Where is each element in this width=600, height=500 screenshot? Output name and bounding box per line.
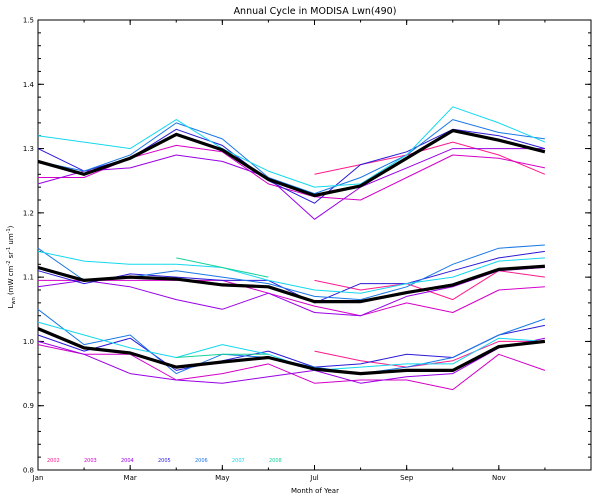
series-line bbox=[314, 141, 546, 175]
legend: 2002 2003 2004 2005 2006 2007 2008 bbox=[47, 458, 282, 464]
y-tick-label: 0.9 bbox=[23, 402, 34, 410]
y-axis-label-symbol: L bbox=[7, 304, 15, 308]
x-ticks: Jan Mar May Jul Sep Nov bbox=[32, 20, 592, 482]
y-tick-label: 1.5 bbox=[23, 17, 34, 25]
x-tick-label: Nov bbox=[492, 474, 506, 482]
series-line bbox=[37, 128, 546, 204]
x-tick-label: Jan bbox=[32, 474, 44, 482]
y-ticks: 0.8 0.9 1.0 1.1 1.2 1.3 1.4 1.5 bbox=[23, 17, 591, 475]
y-axis-label-units-sr: sr bbox=[7, 252, 15, 259]
series-line bbox=[37, 250, 545, 304]
x-axis-label: Month of Year bbox=[291, 487, 339, 495]
plot-frame bbox=[37, 19, 592, 471]
series-2003 bbox=[37, 144, 546, 391]
y-tick-label: 1.0 bbox=[23, 338, 34, 346]
series-line bbox=[37, 327, 546, 376]
chart-title: Annual Cycle in MODISA Lwn(490) bbox=[234, 6, 397, 17]
series-line bbox=[176, 257, 269, 278]
legend-item: 2003 bbox=[84, 458, 97, 464]
series-layer bbox=[37, 106, 546, 391]
y-tick-label: 1.2 bbox=[23, 209, 34, 217]
series-line bbox=[37, 250, 545, 294]
series-line bbox=[37, 267, 545, 317]
series-line bbox=[37, 264, 546, 304]
legend-item: 2006 bbox=[195, 458, 208, 464]
y-tick-label: 0.8 bbox=[23, 467, 34, 475]
y-tick-label: 1.3 bbox=[23, 145, 34, 153]
series-line bbox=[37, 148, 545, 220]
series-line bbox=[37, 106, 546, 188]
x-tick-label: May bbox=[215, 474, 229, 482]
x-tick-label: Mar bbox=[124, 474, 137, 482]
series-line bbox=[176, 353, 269, 358]
series-2006 bbox=[37, 119, 546, 375]
y-axis-label: Lwn (mW cm-2 sr-1 um-1) bbox=[6, 225, 17, 308]
legend-item: 2004 bbox=[121, 458, 134, 464]
series-line bbox=[38, 279, 545, 317]
series-line bbox=[37, 119, 545, 195]
series-2002 bbox=[314, 141, 546, 368]
legend-item: 2002 bbox=[47, 458, 60, 464]
y-axis-label-units-um: um bbox=[7, 233, 15, 244]
x-tick-label: Jul bbox=[309, 474, 319, 482]
series-2008 bbox=[176, 257, 269, 358]
series-mean bbox=[37, 129, 546, 376]
series-2004 bbox=[37, 148, 546, 384]
y-axis-label-units: (mW cm bbox=[7, 265, 15, 295]
y-tick-label: 1.4 bbox=[23, 81, 35, 89]
y-axis-label-subscript: wn bbox=[11, 297, 17, 304]
x-tick-label: Sep bbox=[400, 474, 414, 482]
legend-item: 2007 bbox=[232, 458, 245, 464]
legend-item: 2008 bbox=[269, 458, 282, 464]
y-tick-label: 1.1 bbox=[23, 274, 34, 282]
svg-text:Lwn (mW cm-2 sr-1 um-1): Lwn (mW cm-2 sr-1 um-1) bbox=[6, 225, 17, 308]
series-line bbox=[37, 337, 546, 384]
series-line bbox=[37, 129, 546, 198]
legend-item: 2005 bbox=[158, 458, 171, 464]
